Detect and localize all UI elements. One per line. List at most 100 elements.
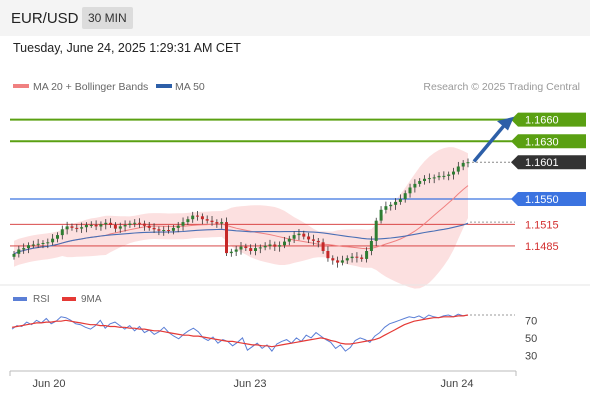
- candle: [113, 222, 117, 233]
- candle: [461, 160, 465, 171]
- candle: [258, 244, 262, 254]
- candle: [379, 206, 383, 224]
- candle-body: [331, 258, 335, 261]
- candle-body: [394, 201, 398, 205]
- rsi-tick-label: 50: [525, 333, 537, 345]
- candle-body: [369, 240, 373, 251]
- candle: [36, 239, 40, 249]
- candle-body: [326, 251, 330, 259]
- candle: [89, 221, 93, 228]
- ma20-legend-label: MA 20 + Bollinger Bands: [33, 81, 148, 93]
- level-label-3: 1.1550: [525, 194, 559, 206]
- candle-body: [36, 243, 40, 245]
- candle-body: [109, 222, 113, 225]
- candle: [118, 222, 122, 233]
- candle-body: [171, 227, 175, 231]
- candle: [345, 255, 349, 264]
- candle: [283, 236, 286, 249]
- candle-body: [220, 222, 224, 224]
- level-label-1: 1.1630: [525, 136, 559, 148]
- candle-body: [418, 181, 422, 184]
- level-tag-3: [511, 192, 586, 207]
- candle-body: [287, 238, 291, 242]
- candle: [234, 245, 238, 257]
- candle: [350, 252, 354, 263]
- candle-body: [167, 230, 171, 231]
- candle-body: [365, 251, 369, 259]
- candle-body: [258, 247, 262, 249]
- forecast-arrow-shaft: [472, 122, 508, 163]
- candle-body: [423, 178, 426, 181]
- candle-body: [176, 225, 180, 228]
- candle-body: [427, 178, 431, 180]
- price-levels: 1.1660 1.1630 1.1601 1.1550 1.1515 1.1485: [10, 112, 586, 253]
- candle-body: [408, 187, 412, 194]
- candle: [403, 190, 407, 203]
- candle-body: [80, 227, 84, 229]
- candle: [239, 242, 243, 255]
- candle-body: [84, 225, 88, 228]
- candle: [75, 224, 79, 233]
- timeframe-button[interactable]: 30 MIN: [82, 7, 133, 29]
- candle: [452, 167, 455, 180]
- candle-body: [133, 222, 137, 224]
- symbol-label: EUR/USD: [11, 10, 79, 27]
- candle-body: [432, 177, 436, 179]
- candle: [273, 241, 277, 251]
- candle: [176, 221, 180, 233]
- candle-body: [466, 162, 470, 164]
- candle: [181, 217, 185, 231]
- legend: MA 20 + Bollinger Bands MA 50 Research ©…: [13, 81, 580, 93]
- candle-body: [321, 242, 325, 251]
- candle-body: [452, 171, 455, 175]
- candle-body: [138, 222, 142, 224]
- forecast-arrow: [472, 116, 514, 163]
- candle: [369, 236, 373, 256]
- candle-body: [350, 256, 354, 259]
- candle-body: [22, 248, 26, 250]
- candle: [152, 223, 156, 233]
- level-label-4: 1.1515: [525, 219, 559, 231]
- level-tag-1: [511, 134, 586, 149]
- candle: [394, 198, 398, 210]
- candle-body: [200, 216, 204, 220]
- candle: [84, 222, 88, 233]
- rsi-legend-swatch: [13, 297, 27, 301]
- candle-body: [456, 166, 460, 172]
- candle: [210, 216, 214, 226]
- candle-body: [311, 239, 315, 241]
- candle-body: [307, 236, 311, 240]
- candle-body: [447, 174, 451, 176]
- candle-body: [345, 258, 349, 261]
- candle: [157, 226, 161, 236]
- candle: [205, 215, 209, 224]
- candle: [225, 217, 228, 257]
- candle-body: [316, 240, 320, 243]
- candle: [427, 173, 431, 184]
- candle-body: [51, 238, 55, 243]
- rsi-panel: 70 50 30: [11, 313, 537, 362]
- candlesticks: [12, 158, 470, 268]
- candle-body: [340, 260, 344, 263]
- candle: [46, 238, 50, 249]
- ma50-legend-label: MA 50: [175, 81, 205, 93]
- candle: [128, 220, 132, 228]
- candle-body: [99, 224, 103, 227]
- candle: [355, 252, 359, 263]
- candle: [99, 221, 103, 231]
- candle: [321, 238, 325, 254]
- candle-body: [268, 244, 272, 246]
- level-label-5: 1.1485: [525, 241, 559, 253]
- ma50-line: [13, 222, 469, 255]
- candle-body: [461, 162, 465, 167]
- candle-body: [302, 233, 306, 237]
- candle-body: [162, 230, 166, 231]
- candle-body: [46, 242, 50, 244]
- candle: [220, 218, 224, 229]
- candle: [398, 194, 402, 205]
- candle-body: [374, 220, 378, 241]
- rsi-legend-label: RSI: [33, 294, 50, 305]
- x-tick-label: Jun 23: [233, 378, 266, 390]
- candle: [278, 241, 282, 252]
